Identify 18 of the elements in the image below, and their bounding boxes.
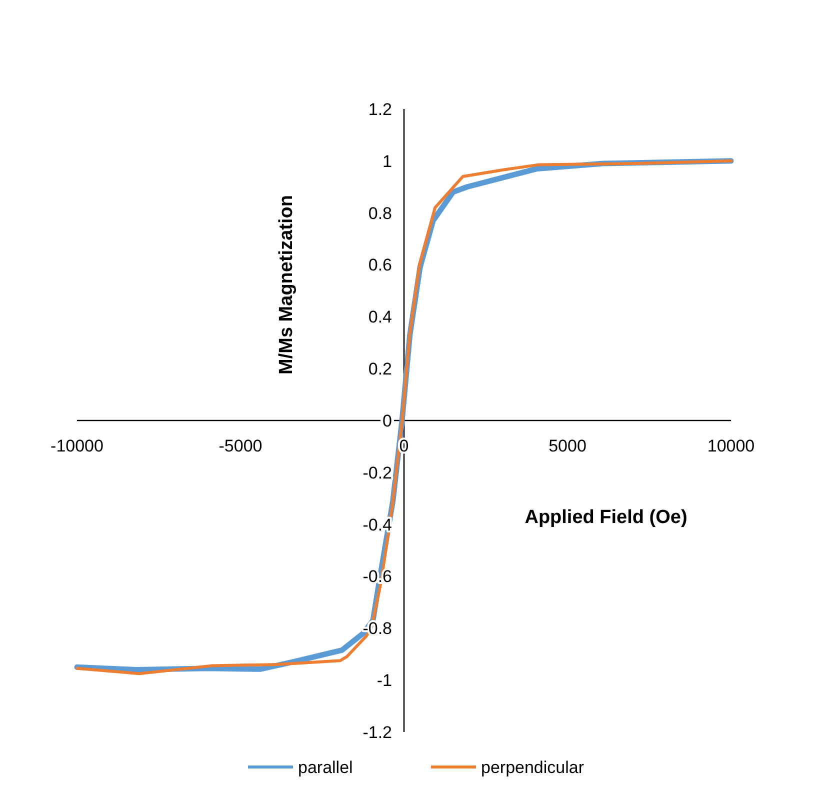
- y-tick-label: -1: [376, 671, 392, 690]
- y-tick-label: 0.4: [368, 308, 392, 327]
- y-tick-label: 1.2: [368, 100, 392, 119]
- legend-label: perpendicular: [481, 758, 584, 777]
- x-tick-label: -10000: [50, 436, 104, 456]
- x-tick-label: -5000: [218, 436, 262, 456]
- x-tick-label: 10000: [707, 436, 755, 456]
- y-axis-title: M/Ms Magnetization: [276, 195, 297, 374]
- y-tick-label: 0: [382, 411, 392, 430]
- x-tick-label: 5000: [548, 436, 586, 456]
- y-tick-label: 0.2: [368, 360, 392, 379]
- y-tick-label: 1: [382, 152, 392, 171]
- y-tick-label: -0.2: [362, 463, 392, 482]
- y-tick-label: 0.8: [368, 204, 392, 223]
- y-tick-label: -1.2: [362, 722, 392, 742]
- y-tick-label: 0.6: [368, 256, 392, 275]
- x-axis-title: Applied Field (Oe): [524, 507, 688, 528]
- legend-label: parallel: [298, 758, 353, 777]
